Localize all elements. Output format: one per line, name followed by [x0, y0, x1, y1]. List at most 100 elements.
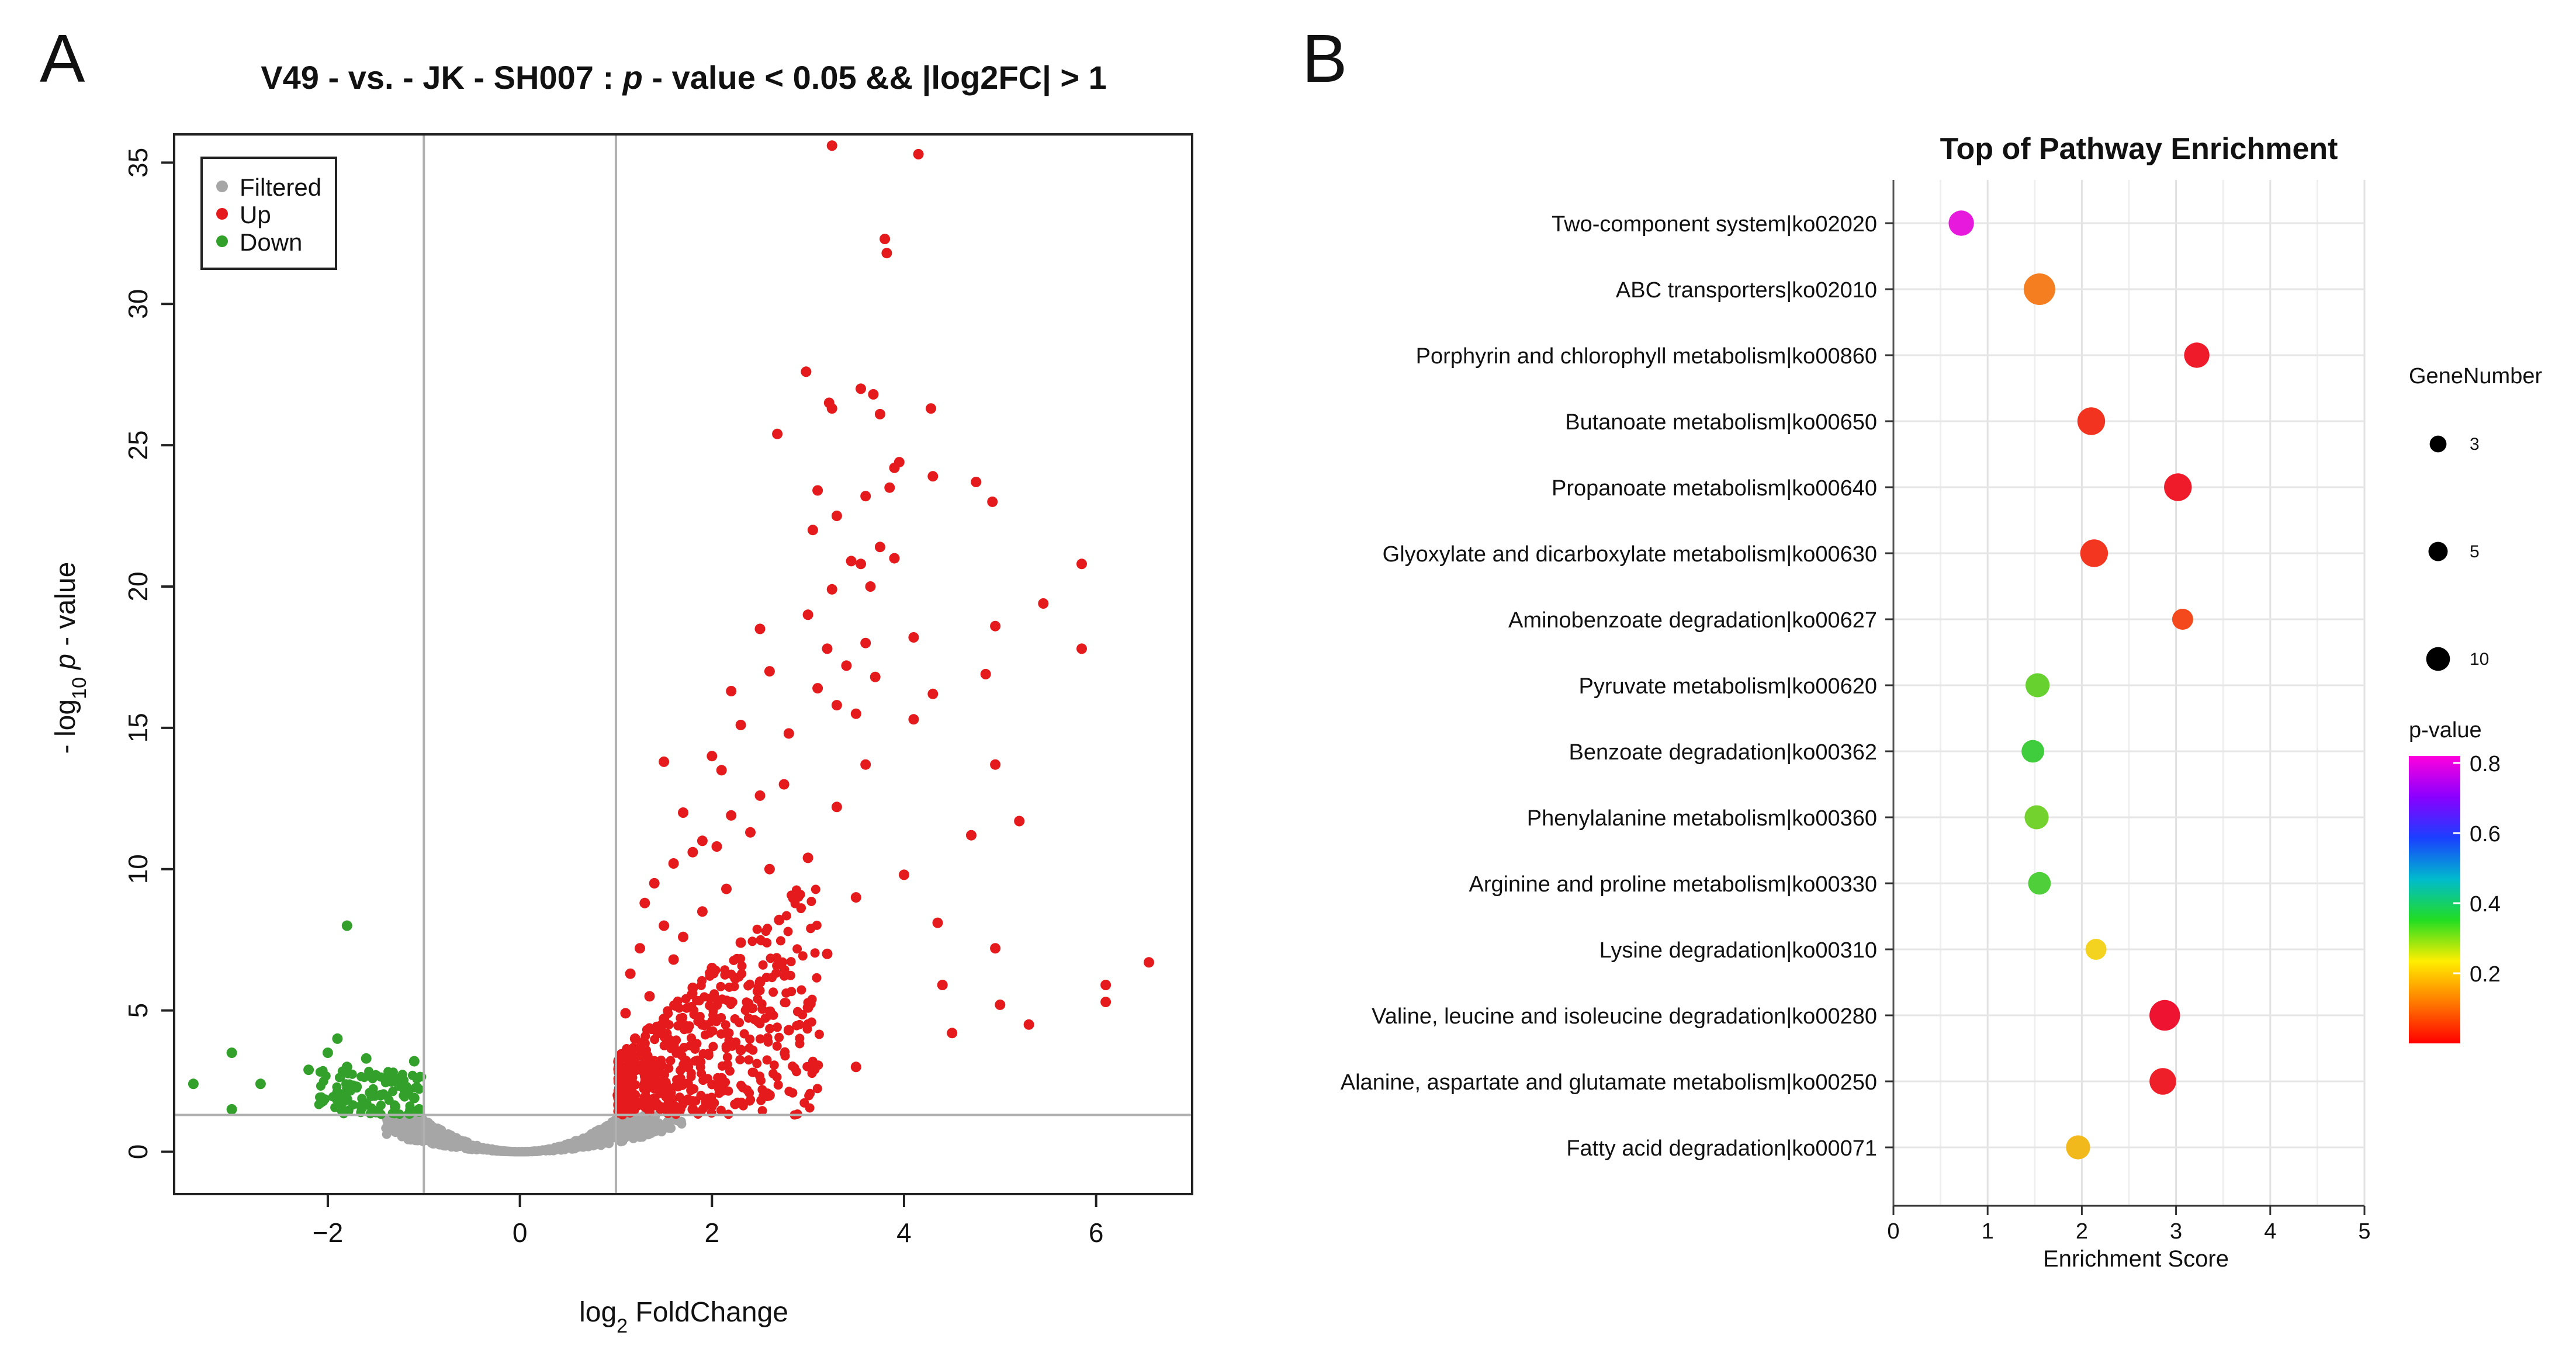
up-point	[754, 623, 766, 634]
volcano-y-label: - log10 p - value	[50, 562, 91, 754]
enrichment-grid	[1892, 180, 2366, 1206]
up-point	[726, 997, 737, 1008]
up-point	[767, 973, 777, 983]
volcano-x-axis: −2 0 2 4 6	[313, 1194, 1103, 1248]
up-point	[913, 148, 924, 159]
up-point	[737, 969, 747, 979]
filtered-point	[605, 1125, 615, 1135]
down-point	[361, 1098, 372, 1109]
volcano-x-tick-label: 0	[513, 1217, 528, 1248]
up-point	[659, 1014, 670, 1025]
enrichment-category-labels: Two-component system|ko02020 ABC transpor…	[1341, 212, 1893, 1161]
up-point	[826, 140, 837, 151]
down-point	[366, 1091, 376, 1101]
up-point	[643, 1105, 653, 1115]
gene-number-legend-marker	[2428, 542, 2448, 561]
up-point	[831, 700, 842, 711]
down-point	[375, 1090, 386, 1101]
down-point	[371, 1070, 382, 1081]
up-point	[889, 462, 900, 473]
filtered-point	[467, 1144, 477, 1154]
up-point	[622, 1044, 632, 1053]
up-point	[628, 1081, 638, 1091]
up-point	[662, 1029, 672, 1038]
pathway-label: Arginine and proline metabolism|ko00330	[1469, 872, 1877, 897]
enrichment-x-tick-label: 1	[1982, 1219, 1994, 1244]
legend-down-marker	[216, 235, 228, 247]
up-point	[736, 954, 746, 963]
legend-down-label: Down	[240, 228, 302, 256]
filtered-point	[635, 1130, 645, 1140]
filtered-point	[562, 1143, 572, 1153]
up-point	[822, 948, 833, 959]
up-point	[812, 683, 823, 694]
up-point	[762, 1055, 772, 1065]
up-point	[850, 708, 861, 719]
up-point	[653, 1101, 664, 1112]
up-point	[780, 971, 790, 981]
up-point	[639, 1078, 650, 1090]
pathway-label: Pyruvate metabolism|ko00620	[1579, 674, 1877, 699]
pathway-point	[2164, 473, 2192, 501]
up-point	[764, 863, 775, 875]
enrichment-x-tick-label: 2	[2076, 1219, 2088, 1244]
up-point	[735, 1045, 746, 1056]
up-point	[742, 1003, 752, 1013]
up-point	[750, 1015, 759, 1025]
up-point	[683, 1061, 694, 1073]
filtered-point	[518, 1147, 528, 1157]
filtered-point	[623, 1120, 633, 1130]
pathway-label: Lysine degradation|ko00310	[1599, 938, 1877, 963]
up-point	[764, 1090, 775, 1101]
up-point	[795, 1019, 804, 1029]
pvalue-colorbar	[2409, 756, 2460, 1043]
pathway-point	[2184, 342, 2210, 368]
up-point	[657, 1060, 667, 1070]
down-point	[255, 1078, 266, 1090]
up-point	[716, 1013, 726, 1022]
up-point	[638, 1037, 648, 1047]
up-point	[874, 542, 885, 553]
pathway-point	[2023, 273, 2055, 305]
pathway-point	[2021, 740, 2045, 763]
up-point	[1144, 957, 1154, 968]
up-point	[754, 790, 766, 801]
up-point	[722, 1052, 732, 1062]
up-point	[696, 980, 706, 990]
legend-filtered-marker	[216, 181, 228, 192]
up-point	[1100, 980, 1112, 990]
up-point	[772, 428, 783, 439]
up-point	[716, 981, 726, 991]
up-point	[810, 948, 820, 958]
filtered-point	[500, 1147, 510, 1156]
up-point	[678, 807, 688, 818]
volcano-x-tick-label: −2	[313, 1217, 343, 1248]
up-point	[652, 1021, 662, 1031]
down-point	[404, 1108, 415, 1119]
up-point	[763, 1037, 773, 1047]
up-point	[695, 1062, 705, 1072]
up-point	[639, 897, 650, 908]
up-point	[794, 892, 804, 902]
volcano-x-tick-label: 4	[896, 1217, 912, 1248]
filtered-point	[555, 1142, 565, 1151]
pathway-point	[2149, 1000, 2180, 1031]
up-point	[889, 553, 900, 564]
volcano-y-tick-label: 25	[123, 431, 153, 460]
up-point	[772, 953, 781, 963]
up-point	[726, 810, 737, 821]
volcano-y-tick-label: 35	[123, 148, 153, 178]
up-point	[884, 482, 895, 493]
up-point	[783, 728, 794, 739]
up-point	[735, 937, 746, 948]
filtered-point	[572, 1136, 582, 1146]
enrichment-x-label: Enrichment Score	[2043, 1246, 2229, 1272]
down-point	[337, 1105, 348, 1116]
up-point	[641, 1097, 650, 1106]
up-point	[625, 968, 636, 979]
up-point	[758, 960, 768, 970]
gene-number-legend-marker	[2429, 435, 2447, 453]
up-point	[708, 1026, 718, 1036]
up-point	[652, 1076, 662, 1085]
pathway-label: Alanine, aspartate and glutamate metabol…	[1341, 1070, 1877, 1095]
